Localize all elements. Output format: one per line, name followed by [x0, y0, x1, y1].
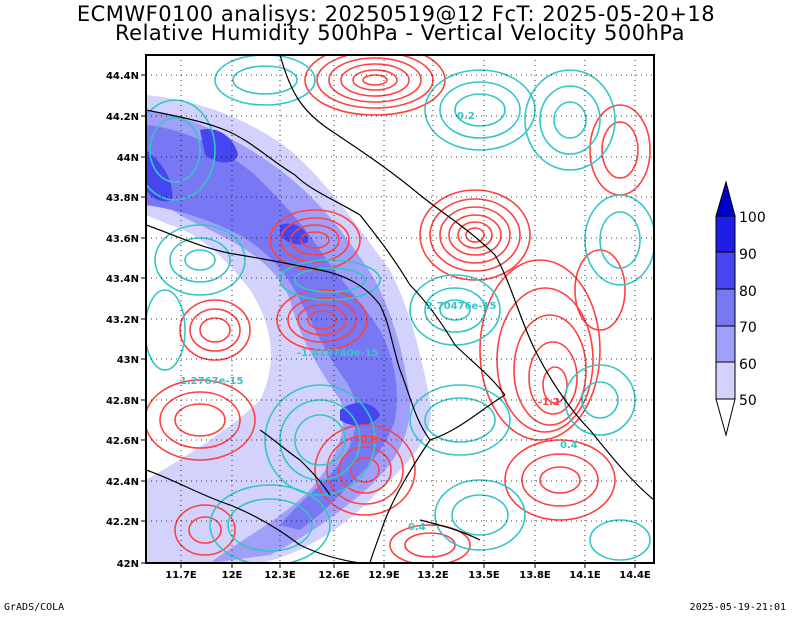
lat-tick-label: 43.6N	[106, 234, 139, 245]
lat-tick-label: 44.4N	[106, 71, 139, 82]
axis-tick-marks	[141, 74, 636, 568]
lat-tick-label: 42.6N	[106, 436, 139, 447]
lat-tick-label: 44N	[117, 153, 139, 164]
lat-tick-label: 44.2N	[106, 112, 139, 123]
footer-timestamp: 2025-05-19-21:01	[689, 602, 786, 613]
colorbar: 100 90 80 70 60 50	[715, 180, 766, 437]
colorbar-swatch	[715, 215, 736, 253]
colorbar-swatch	[715, 251, 736, 290]
lat-tick-label: 43.2N	[106, 315, 139, 326]
contour-labels: 0.2 -0.6 -1.2 0.4 0.4 -1.419740e-15 2.70…	[180, 111, 578, 533]
title-line-1: ECMWF0100 analisys: 20250519@12 FcT: 202…	[76, 2, 716, 26]
contour-label: -1.419740e-15	[297, 348, 379, 359]
colorbar-swatch	[715, 288, 736, 327]
colorbar-swatch	[715, 361, 736, 400]
lat-tick-label: 42N	[117, 559, 139, 570]
contour-label: 0.4	[560, 440, 578, 451]
lon-tick-label: 11.7E	[165, 570, 197, 581]
lon-tick-label: 13.2E	[417, 570, 449, 581]
lon-labels: 11.7E 12E 12.3E 12.6E 12.9E 13.2E 13.5E …	[165, 570, 651, 581]
title-line-2: Relative Humidity 500hPa - Vertical Velo…	[115, 21, 685, 45]
lon-tick-label: 12.9E	[368, 570, 400, 581]
colorbar-label: 100	[739, 210, 766, 226]
lat-tick-label: 42.8N	[106, 396, 139, 407]
lon-tick-label: 14.4E	[619, 570, 651, 581]
colorbar-label: 60	[739, 357, 757, 373]
map-frame	[145, 54, 655, 564]
lat-tick-label: 43N	[117, 355, 139, 366]
contour-label: 1.2767e-15	[180, 376, 243, 387]
lat-tick-label: 43.8N	[106, 193, 139, 204]
lat-tick-label: 42.2N	[106, 517, 139, 528]
colorbar-label: 80	[739, 284, 757, 300]
negative-contours	[146, 55, 651, 563]
colorbar-label: 90	[739, 247, 757, 263]
contour-label: 0.4	[408, 522, 426, 533]
colorbar-top-arrow	[715, 180, 736, 217]
lon-tick-label: 14.1E	[569, 570, 601, 581]
lon-tick-label: 12E	[222, 570, 243, 581]
lon-tick-label: 13.8E	[519, 570, 551, 581]
lat-tick-label: 43.4N	[106, 274, 139, 285]
lon-tick-label: 12.3E	[264, 570, 296, 581]
lat-labels: 44.4N 44.2N 44N 43.8N 43.6N 43.4N 43.2N …	[106, 71, 139, 570]
colorbar-label: 70	[739, 320, 757, 336]
contour-label: 2.70476e-15	[426, 301, 496, 312]
colorbar-label: 50	[739, 393, 757, 409]
contour-label: -1.2	[538, 397, 560, 408]
borders	[146, 55, 654, 563]
footer-software: GrADS/COLA	[4, 602, 65, 613]
lon-tick-label: 13.5E	[468, 570, 500, 581]
colorbar-bottom-arrow	[715, 398, 736, 437]
lon-tick-label: 12.6E	[318, 570, 350, 581]
lat-tick-label: 42.4N	[106, 477, 139, 488]
colorbar-swatch	[715, 325, 736, 363]
contour-label: 0.2	[457, 111, 475, 122]
contour-label: -0.6	[356, 435, 378, 446]
